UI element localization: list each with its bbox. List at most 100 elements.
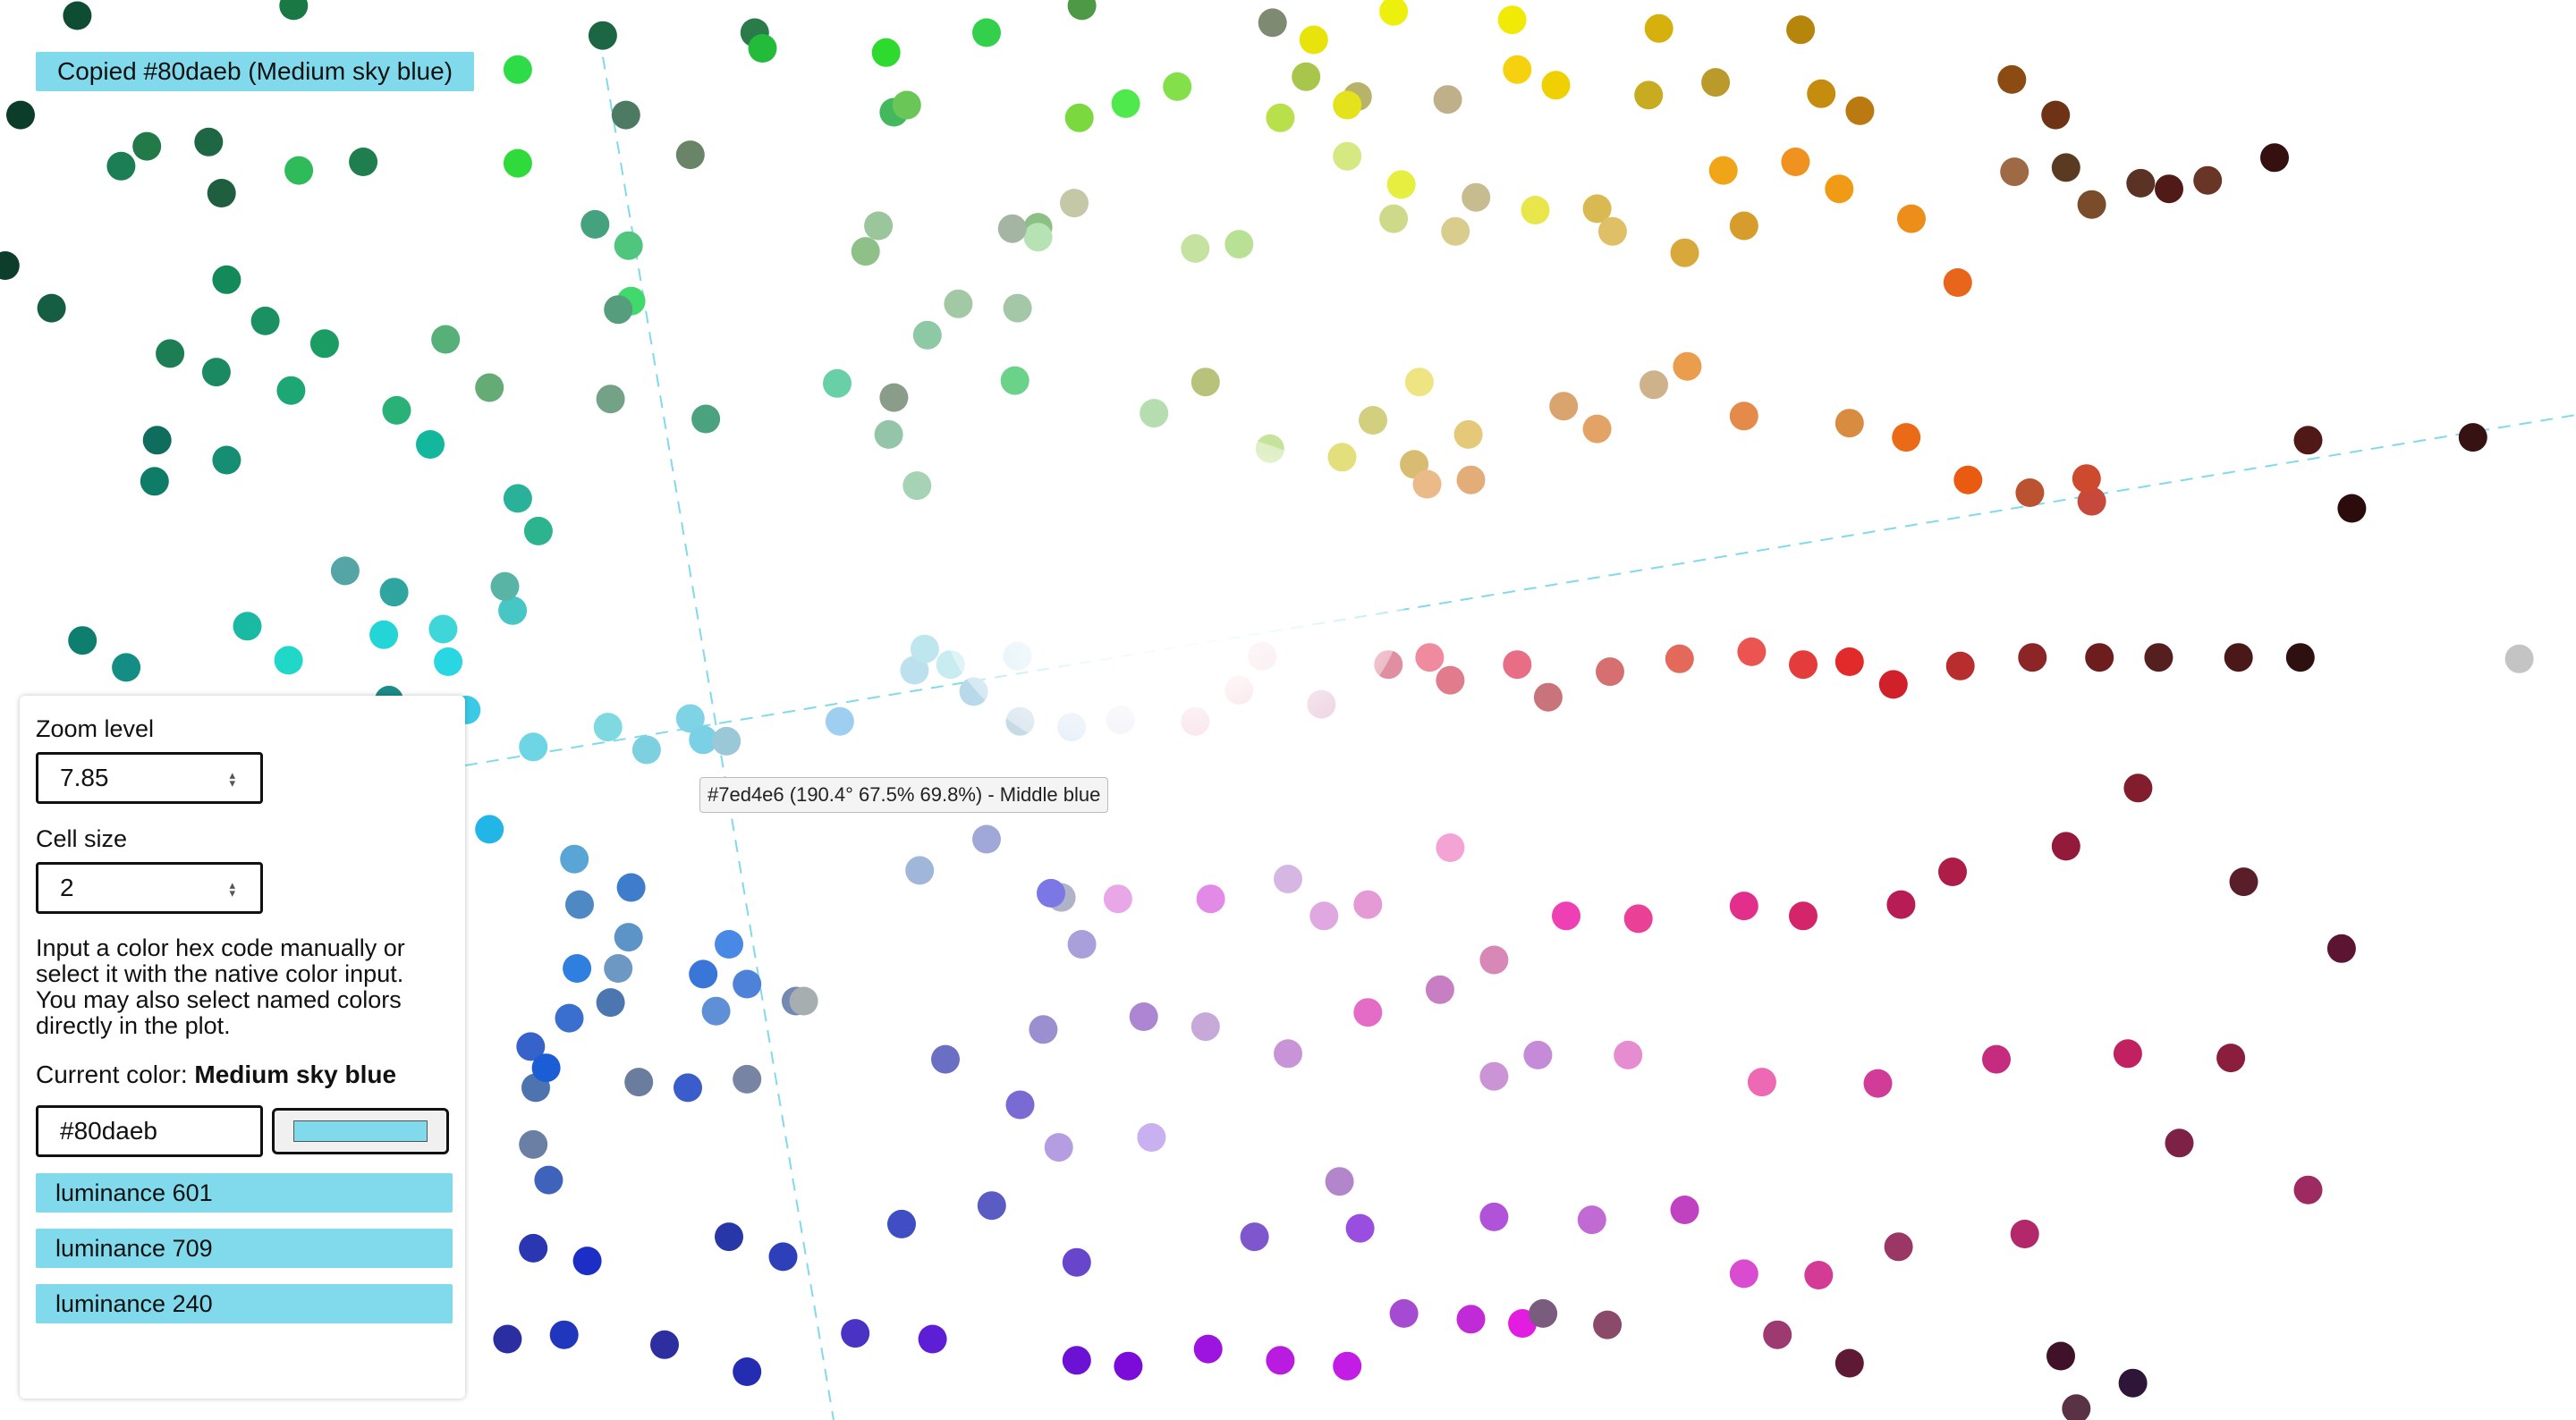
color-point[interactable] <box>2193 165 2223 195</box>
color-point[interactable] <box>701 996 731 1026</box>
color-point[interactable] <box>841 1319 870 1348</box>
color-point[interactable] <box>106 151 136 181</box>
color-point[interactable] <box>1333 1351 1362 1381</box>
color-point[interactable] <box>2458 423 2487 452</box>
color-point[interactable] <box>572 1247 602 1276</box>
color-point[interactable] <box>1521 196 1550 224</box>
color-point[interactable] <box>712 726 741 756</box>
color-point[interactable] <box>892 90 921 120</box>
color-point[interactable] <box>1003 293 1032 323</box>
color-point[interactable] <box>2260 143 2289 173</box>
color-point[interactable] <box>879 383 909 412</box>
color-point[interactable] <box>475 373 504 402</box>
color-point[interactable] <box>588 21 617 50</box>
color-point[interactable] <box>614 231 643 260</box>
color-point[interactable] <box>475 815 504 844</box>
color-point[interactable] <box>1884 1232 1913 1262</box>
color-point[interactable] <box>1181 233 1210 263</box>
color-point[interactable] <box>1614 1040 1643 1069</box>
color-point[interactable] <box>2015 478 2045 507</box>
color-point[interactable] <box>1163 72 1192 101</box>
color-point[interactable] <box>1892 423 1921 452</box>
color-point[interactable] <box>1240 1222 1269 1252</box>
color-point[interactable] <box>1479 1061 1509 1091</box>
color-point[interactable] <box>604 954 633 983</box>
color-point[interactable] <box>1062 1247 1091 1277</box>
color-point[interactable] <box>1670 238 1699 267</box>
color-point[interactable] <box>1729 892 1758 921</box>
color-point[interactable] <box>1462 182 1491 212</box>
color-point[interactable] <box>1835 647 1864 676</box>
color-point[interactable] <box>825 706 854 736</box>
color-point[interactable] <box>2144 643 2174 672</box>
color-point[interactable] <box>1057 713 1087 742</box>
color-point[interactable] <box>1781 148 1810 176</box>
color-point[interactable] <box>715 1222 743 1252</box>
color-point[interactable] <box>959 677 988 706</box>
color-point[interactable] <box>733 1357 762 1386</box>
color-point[interactable] <box>330 556 360 586</box>
color-point[interactable] <box>250 306 280 335</box>
color-point[interactable] <box>1997 64 2027 94</box>
color-point[interactable] <box>1325 1167 1354 1196</box>
color-point[interactable] <box>2018 643 2047 672</box>
color-point[interactable] <box>1552 901 1580 931</box>
color-point[interactable] <box>503 148 532 178</box>
color-point[interactable] <box>1067 0 1097 21</box>
color-point[interactable] <box>519 1233 548 1263</box>
color-point[interactable] <box>1708 156 1738 185</box>
color-point[interactable] <box>1529 1298 1558 1328</box>
color-point[interactable] <box>1060 189 1089 218</box>
color-point[interactable] <box>1673 351 1702 381</box>
color-point[interactable] <box>1248 641 1277 671</box>
color-point[interactable] <box>201 358 231 387</box>
color-point[interactable] <box>2077 486 2106 516</box>
color-point[interactable] <box>1835 1348 1864 1378</box>
color-point[interactable] <box>1379 204 1409 233</box>
color-point[interactable] <box>309 329 339 359</box>
color-point[interactable] <box>1582 414 1612 444</box>
color-point[interactable] <box>1412 469 1442 499</box>
zoom-level-input[interactable]: 7.85 ▴ ▾ <box>36 752 263 804</box>
color-point[interactable] <box>768 1242 798 1272</box>
color-point[interactable] <box>611 100 640 130</box>
color-point[interactable] <box>874 419 903 449</box>
color-point[interactable] <box>631 735 661 765</box>
color-point[interactable] <box>1359 406 1387 435</box>
color-point[interactable] <box>614 923 643 952</box>
color-point[interactable] <box>519 732 548 762</box>
color-point[interactable] <box>851 237 880 266</box>
color-point[interactable] <box>1786 15 1816 45</box>
color-point[interactable] <box>212 445 242 475</box>
color-point[interactable] <box>1003 641 1032 671</box>
color-point[interactable] <box>1129 1002 1158 1031</box>
color-point[interactable] <box>1333 141 1362 171</box>
color-point[interactable] <box>1309 901 1339 931</box>
color-point[interactable] <box>349 148 378 176</box>
color-point[interactable] <box>428 614 458 644</box>
color-point[interactable] <box>887 1209 916 1238</box>
color-point[interactable] <box>1191 368 1220 397</box>
color-point[interactable] <box>1729 1259 1758 1289</box>
color-point[interactable] <box>1503 650 1532 680</box>
color-point[interactable] <box>276 376 306 405</box>
color-point[interactable] <box>549 1320 579 1349</box>
color-point[interactable] <box>1386 170 1416 199</box>
color-point[interactable] <box>1191 1012 1220 1042</box>
color-point[interactable] <box>1456 1305 1486 1334</box>
color-point[interactable] <box>944 289 973 318</box>
color-point[interactable] <box>279 0 309 21</box>
zoom-stepper-icon[interactable]: ▴ ▾ <box>229 768 235 790</box>
color-point[interactable] <box>1804 1261 1834 1289</box>
color-point[interactable] <box>1345 1213 1375 1243</box>
color-point[interactable] <box>1729 401 1758 431</box>
luminance-601-button[interactable]: luminance 601 <box>36 1173 453 1213</box>
color-point[interactable] <box>523 516 553 545</box>
color-point[interactable] <box>194 127 224 156</box>
color-point[interactable] <box>2216 1044 2246 1073</box>
color-point[interactable] <box>1897 204 1926 233</box>
color-point[interactable] <box>1224 230 1254 259</box>
color-point[interactable] <box>1353 998 1383 1027</box>
color-point[interactable] <box>2051 153 2080 182</box>
color-point[interactable] <box>1224 675 1254 705</box>
